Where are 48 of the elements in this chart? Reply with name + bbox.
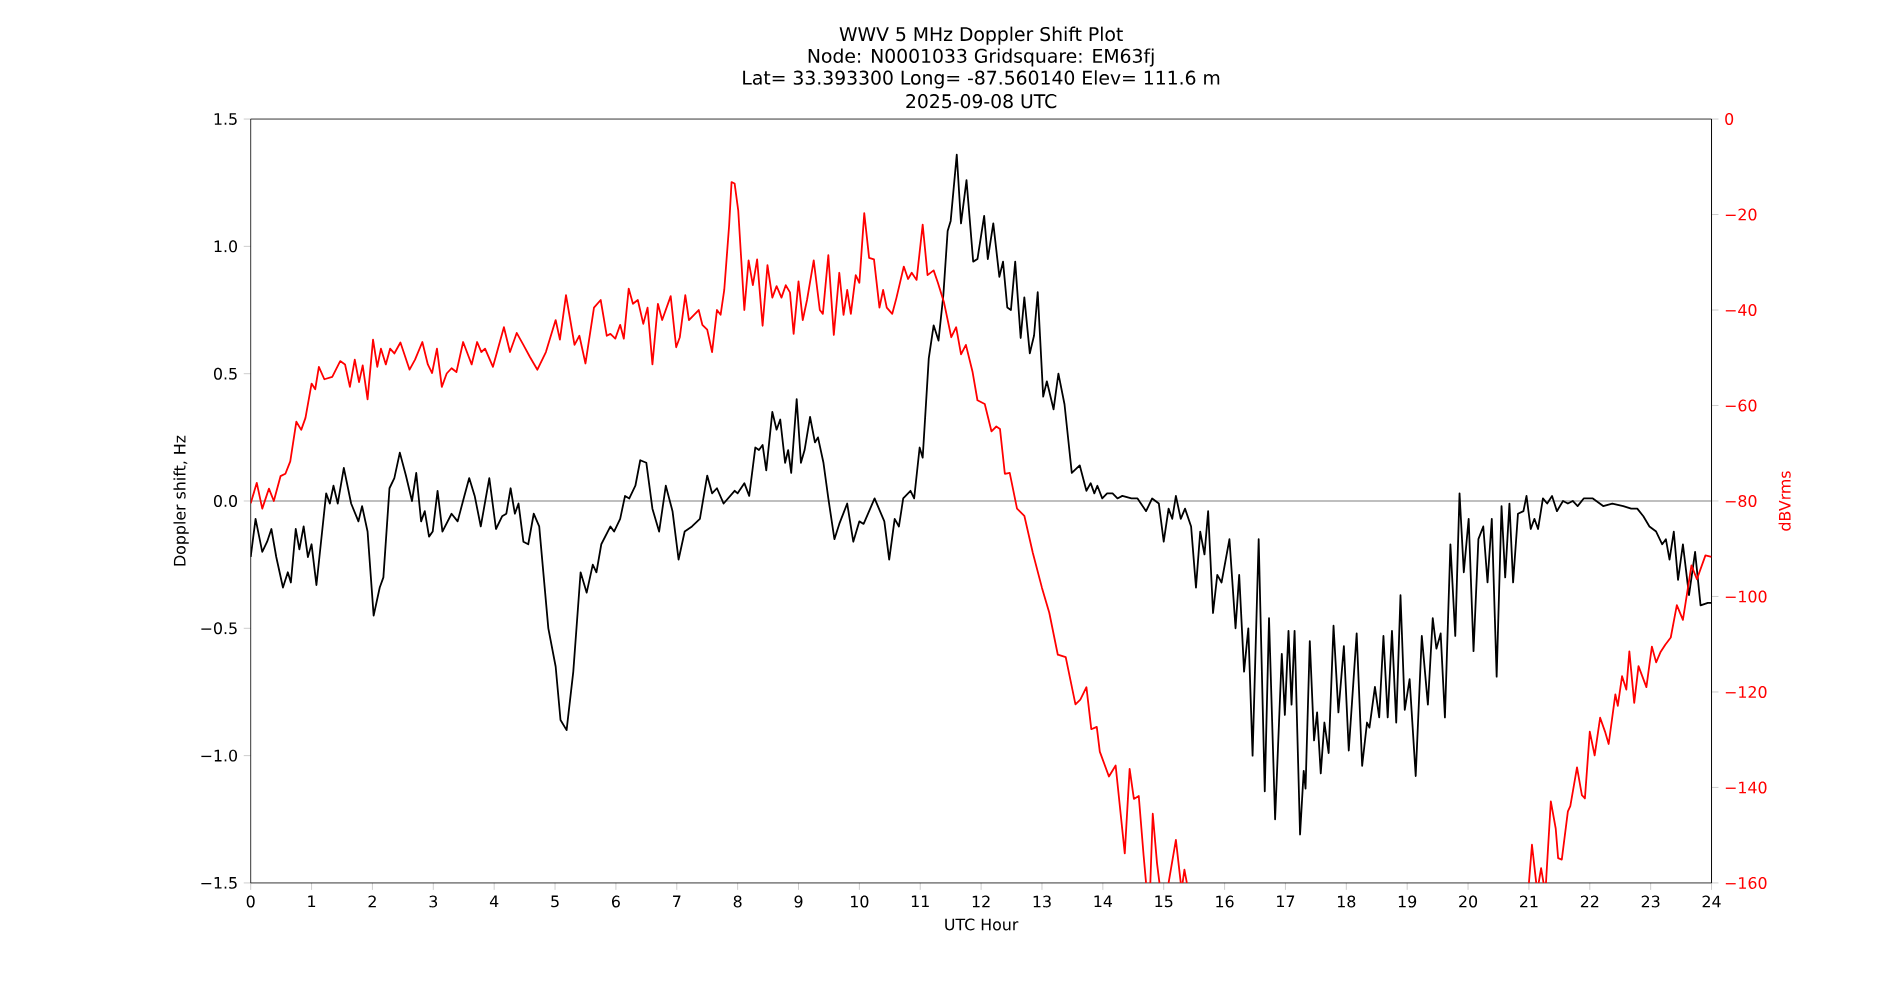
y-tick-label: 1.0 <box>214 240 238 253</box>
x-tick-label: 17 <box>1277 895 1295 908</box>
x-tick-label: 9 <box>794 895 803 908</box>
y2-tick-label: −100 <box>1725 590 1767 603</box>
y2-tick-label: 0 <box>1725 113 1734 125</box>
x-tick-label: 6 <box>611 895 620 908</box>
y-tick-label: −0.5 <box>201 622 237 635</box>
x-axis-title: UTC Hour <box>945 918 1019 931</box>
x-tick-label: 16 <box>1216 895 1234 908</box>
y-tick-label: 0.5 <box>213 367 237 380</box>
chart-title: WWV 5 MHz Doppler Shift Plot <box>839 26 1123 45</box>
x-tick-label: 3 <box>429 895 438 908</box>
x-tick-label: 19 <box>1398 895 1417 908</box>
y2-tick-label: −40 <box>1725 303 1757 316</box>
y-tick-label: 1.5 <box>214 113 237 125</box>
x-tick-label: 20 <box>1459 895 1478 908</box>
y2-tick-label: −60 <box>1725 399 1757 412</box>
x-tick-label: 7 <box>673 895 681 908</box>
x-tick-label: 13 <box>1033 895 1051 908</box>
y-tick-label: 0.0 <box>213 494 238 507</box>
y-axis-title: Doppler shift, Hz <box>173 435 189 566</box>
y2-tick-label: −120 <box>1725 685 1767 698</box>
x-tick-label: 1 <box>308 895 316 908</box>
x-tick-label: 12 <box>972 895 990 908</box>
x-tick-label: 2 <box>368 895 376 908</box>
chart-subtitle: Node: N0001033 Gridsquare: EM63fj <box>808 48 1154 67</box>
y2-tick-label: −140 <box>1725 781 1767 794</box>
text: Lat= 33.393300 Long= -87.560140 Elev= 111.6 m <box>743 70 1220 89</box>
text: 2025-09-08 UTC <box>906 94 1057 109</box>
x-tick-label: 10 <box>851 895 869 908</box>
x-tick-label: 21 <box>1520 895 1538 908</box>
x-tick-label: 22 <box>1580 895 1599 908</box>
y2-tick-label: −20 <box>1725 208 1757 221</box>
x-tick-label: 14 <box>1094 895 1113 908</box>
x-tick-label: 24 <box>1702 895 1721 908</box>
x-tick-label: 18 <box>1337 895 1356 908</box>
y-tick-label: −1.0 <box>201 749 238 762</box>
x-tick-label: 5 <box>551 895 559 908</box>
x-tick-label: 11 <box>911 895 929 908</box>
x-tick-label: 0 <box>246 895 255 908</box>
y2-tick-label: −160 <box>1725 876 1767 889</box>
y-tick-label: −1.5 <box>201 877 237 889</box>
x-tick-label: 23 <box>1641 895 1660 908</box>
x-tick-label: 15 <box>1155 895 1173 908</box>
x-tick-label: 8 <box>733 895 742 908</box>
y2-axis-title: dBVrms <box>1778 471 1791 531</box>
x-tick-label: 4 <box>489 895 499 908</box>
y2-tick-label: −80 <box>1725 494 1757 507</box>
